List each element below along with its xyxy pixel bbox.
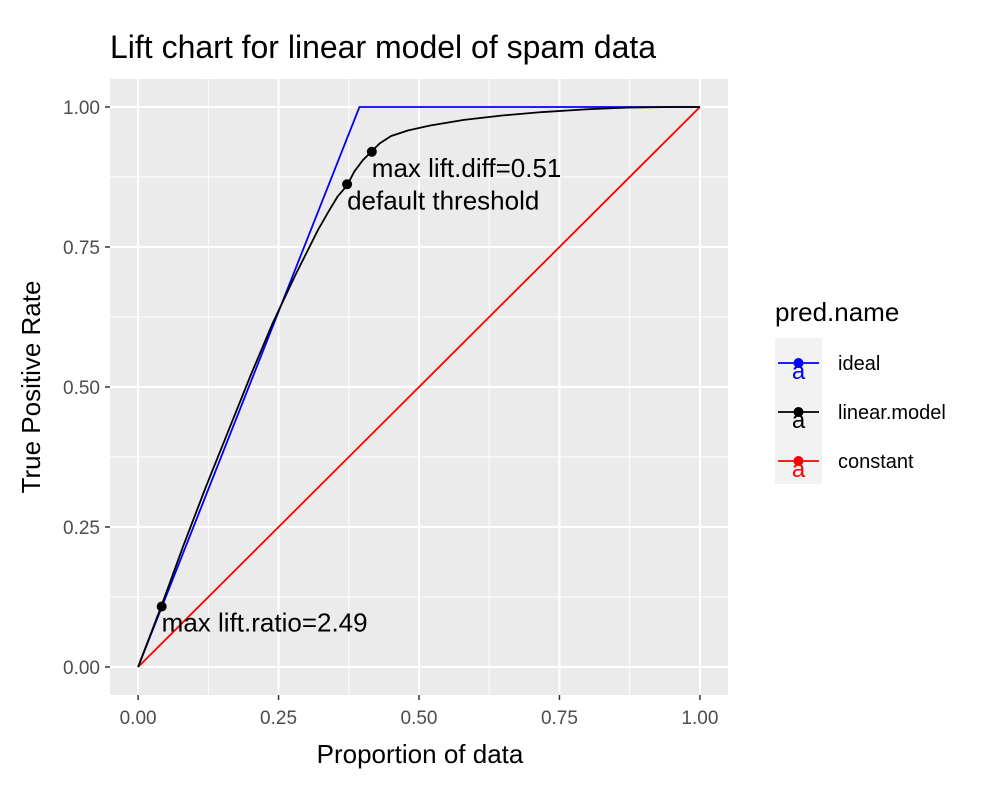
y-tick-label: 0.25 [63, 518, 100, 539]
annotation-point [366, 146, 377, 157]
legend-key-glyph: a [792, 456, 806, 483]
chart-title: Lift chart for linear model of spam data [110, 29, 656, 65]
series-line-constant [137, 106, 701, 668]
x-tick-label: 1.00 [681, 708, 718, 729]
x-tick-label: 0.25 [260, 708, 297, 729]
x-tick-label: 0.50 [401, 708, 438, 729]
legend-label: ideal [838, 353, 880, 375]
legend-key-glyph: a [792, 358, 806, 385]
series-lines [137, 106, 701, 668]
x-tick-label: 0.75 [541, 708, 578, 729]
legend-key-point [793, 456, 804, 466]
legend: pred.name a ideal a linear.model a constant [775, 297, 946, 484]
annotation-point [156, 601, 167, 612]
annotation-label: max lift.diff=0.51 [372, 153, 562, 183]
legend-title: pred.name [775, 297, 899, 327]
y-tick-label: 0.75 [63, 238, 100, 259]
x-tick-label: 0.00 [120, 708, 157, 729]
legend-label: constant [838, 451, 914, 473]
annotation-label: default threshold [347, 185, 539, 215]
y-tick-label: 0.00 [63, 658, 100, 679]
annotation-label: max lift.ratio=2.49 [162, 608, 368, 638]
legend-label: linear.model [838, 402, 946, 424]
legend-key-glyph: a [792, 407, 806, 434]
series-line-ideal [137, 106, 700, 668]
y-tick-label: 1.00 [63, 98, 100, 119]
annotation-labels: max lift.ratio=2.49 default thresholdmax … [162, 153, 562, 638]
y-axis-title: True Positive Rate [16, 281, 46, 494]
x-axis: 0.00 0.25 0.50 0.75 1.00 [120, 695, 718, 729]
x-axis-title: Proportion of data [317, 739, 524, 769]
annotation-points [156, 146, 377, 612]
annotation-point [342, 179, 353, 190]
y-tick-label: 0.50 [63, 378, 100, 399]
legend-key-point [793, 407, 804, 417]
series-line-linear-model [137, 106, 700, 668]
legend-key-point [793, 358, 804, 368]
y-axis: 0.00 0.25 0.50 0.75 1.00 [63, 98, 110, 679]
